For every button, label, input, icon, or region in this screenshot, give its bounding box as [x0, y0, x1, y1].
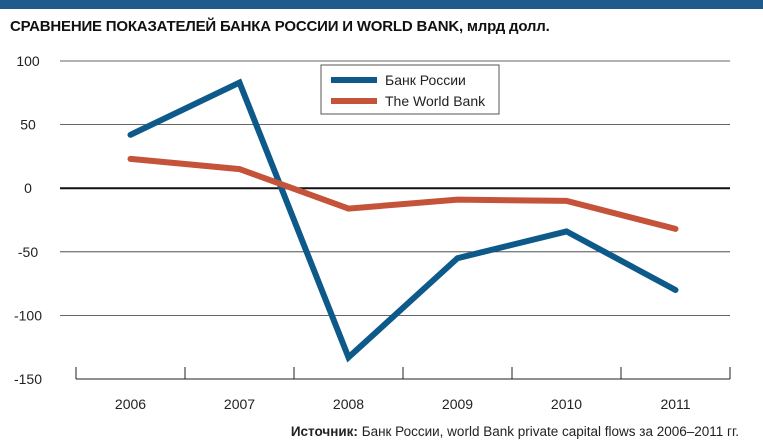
series-line-world-bank [127, 155, 679, 232]
legend-label: The World Bank [385, 93, 486, 109]
source-label: Источник: [290, 424, 358, 439]
x-tick-label: 2007 [224, 396, 255, 412]
top-accent-bar [0, 0, 763, 9]
y-tick-label: -150 [14, 371, 42, 387]
y-tick-label: -100 [14, 307, 42, 323]
x-tick-label: 2006 [115, 396, 146, 412]
x-tick-label: 2011 [660, 396, 690, 412]
x-tick-label: 2009 [442, 396, 473, 412]
y-tick-label: -50 [18, 244, 38, 260]
chart-title: СРАВНЕНИЕ ПОКАЗАТЕЛЕЙ БАНКА РОССИИ И WOR… [10, 18, 550, 35]
legend-box [320, 64, 500, 115]
source-note: Источник: Банк России, world Bank privat… [291, 424, 739, 439]
y-tick-label: 0 [24, 180, 32, 196]
legend-label: Банк России [385, 72, 466, 88]
y-tick-label: 50 [20, 117, 36, 133]
series-line-bank-of-russia [127, 78, 679, 363]
x-tick-label: 2008 [333, 396, 364, 412]
y-tick-label: 100 [16, 53, 40, 69]
x-tick-label: 2010 [551, 396, 582, 412]
source-text: Банк России, world Bank private capital … [361, 424, 739, 439]
